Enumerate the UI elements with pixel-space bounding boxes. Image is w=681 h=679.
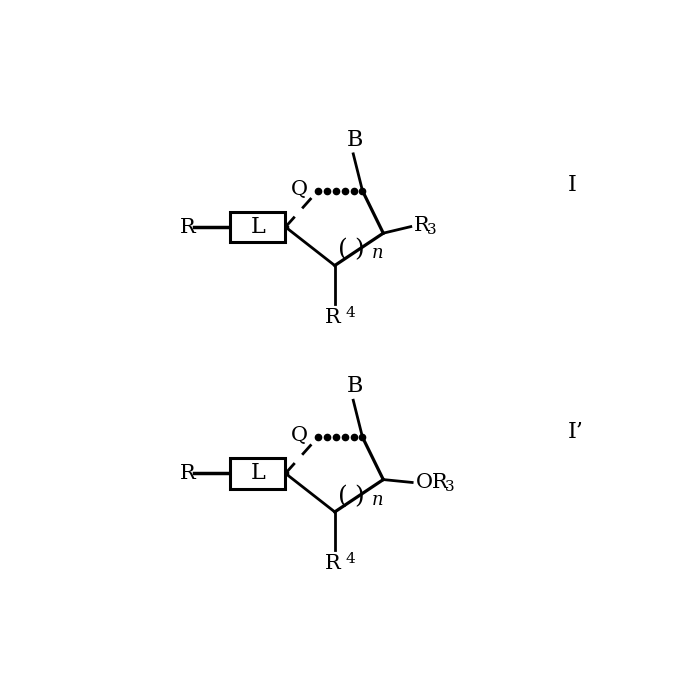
Text: L: L <box>251 216 265 238</box>
Text: I’: I’ <box>568 421 584 443</box>
Text: ): ) <box>355 238 364 261</box>
Text: n: n <box>372 244 383 262</box>
Text: I: I <box>568 175 577 196</box>
Text: (: ( <box>338 238 347 261</box>
Text: R: R <box>414 217 430 236</box>
Text: L: L <box>251 462 265 484</box>
Text: 4: 4 <box>345 552 355 566</box>
Text: 3: 3 <box>427 223 437 238</box>
Text: B: B <box>347 129 363 151</box>
Text: n: n <box>372 491 383 509</box>
Text: Q: Q <box>291 426 308 445</box>
Text: R: R <box>180 217 195 236</box>
FancyBboxPatch shape <box>230 458 285 489</box>
Text: 4: 4 <box>345 306 355 320</box>
Text: R: R <box>180 464 195 483</box>
Text: B: B <box>347 375 363 397</box>
Text: R: R <box>326 554 341 573</box>
Text: Q: Q <box>291 180 308 199</box>
Text: R: R <box>326 308 341 327</box>
Text: (: ( <box>338 485 347 508</box>
Text: ): ) <box>355 485 364 508</box>
FancyBboxPatch shape <box>230 212 285 242</box>
Text: 3: 3 <box>445 481 454 494</box>
Text: OR: OR <box>416 473 449 492</box>
